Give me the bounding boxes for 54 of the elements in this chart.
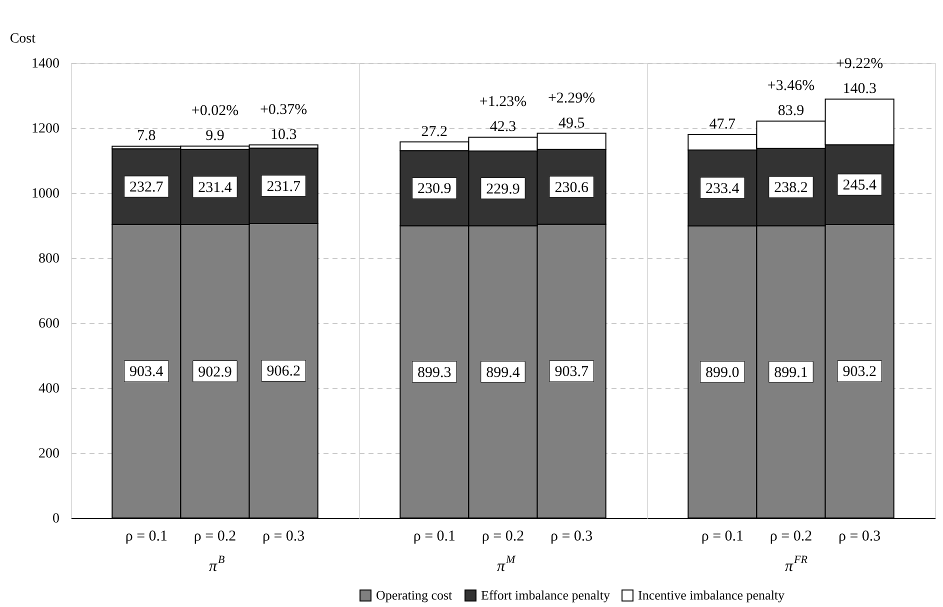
annotation: +9.22% bbox=[836, 56, 884, 72]
x-tick-label: ρ = 0.2 bbox=[482, 528, 524, 544]
data-label: 230.6 bbox=[554, 180, 589, 196]
data-label: 899.1 bbox=[774, 364, 808, 381]
data-label: 906.2 bbox=[266, 364, 300, 380]
x-tick-label: ρ = 0.1 bbox=[413, 528, 456, 544]
x-tick-label: ρ = 0.2 bbox=[770, 528, 812, 544]
y-tick-label: 1400 bbox=[32, 56, 60, 72]
annotation: +2.29% bbox=[548, 90, 596, 106]
y-tick-label: 800 bbox=[38, 252, 60, 266]
data-label: 230.9 bbox=[418, 181, 452, 198]
y-axis-title: Cost bbox=[10, 32, 36, 46]
y-tick-label: 1200 bbox=[32, 122, 60, 136]
legend-label: Operating cost bbox=[376, 588, 453, 603]
data-label: 83.9 bbox=[778, 103, 804, 120]
annotation: +3.46% bbox=[767, 78, 815, 94]
x-tick-label: ρ = 0.1 bbox=[125, 528, 168, 544]
data-label: 49.5 bbox=[558, 115, 585, 132]
y-tick-label: 400 bbox=[38, 382, 60, 396]
data-label: 899.3 bbox=[418, 364, 452, 381]
x-tick-label: ρ = 0.1 bbox=[701, 528, 744, 544]
legend-label: Effort imbalance penalty bbox=[481, 588, 610, 603]
data-label: 899.4 bbox=[486, 364, 520, 381]
data-label: 27.2 bbox=[421, 124, 448, 140]
data-label: 42.3 bbox=[490, 119, 516, 136]
data-label: 899.0 bbox=[706, 364, 740, 381]
data-label: 903.4 bbox=[130, 364, 164, 380]
x-tick-label: ρ = 0.3 bbox=[262, 528, 305, 544]
annotation: +0.37% bbox=[260, 102, 308, 118]
data-label: 238.2 bbox=[774, 180, 808, 196]
data-label: 9.9 bbox=[206, 128, 224, 144]
data-label: 231.7 bbox=[266, 178, 301, 195]
data-label: 231.4 bbox=[198, 180, 232, 196]
annotation: +1.23% bbox=[479, 94, 527, 110]
y-tick-label: 0 bbox=[52, 512, 60, 526]
x-tick-label: ρ = 0.3 bbox=[838, 528, 881, 544]
data-label: 140.3 bbox=[842, 81, 876, 98]
data-label: 245.4 bbox=[842, 178, 877, 194]
y-tick-label: 200 bbox=[38, 446, 60, 462]
data-label: 47.7 bbox=[709, 116, 736, 132]
x-tick-label: ρ = 0.2 bbox=[194, 528, 236, 544]
data-label: 10.3 bbox=[270, 126, 297, 143]
y-tick-label: 1000 bbox=[32, 186, 60, 202]
x-tick-label: ρ = 0.3 bbox=[550, 528, 593, 544]
data-label: 232.7 bbox=[130, 180, 164, 196]
y-tick-label: 600 bbox=[38, 316, 60, 332]
legend-label: Incentive imbalance penalty bbox=[638, 588, 786, 603]
data-label: 903.7 bbox=[554, 364, 589, 380]
data-label: 229.9 bbox=[486, 181, 520, 198]
data-label: 902.9 bbox=[198, 364, 232, 380]
data-label: 233.4 bbox=[706, 180, 740, 197]
data-label: 903.2 bbox=[842, 364, 876, 380]
annotation: +0.02% bbox=[191, 103, 239, 120]
data-label: 7.8 bbox=[137, 128, 156, 144]
